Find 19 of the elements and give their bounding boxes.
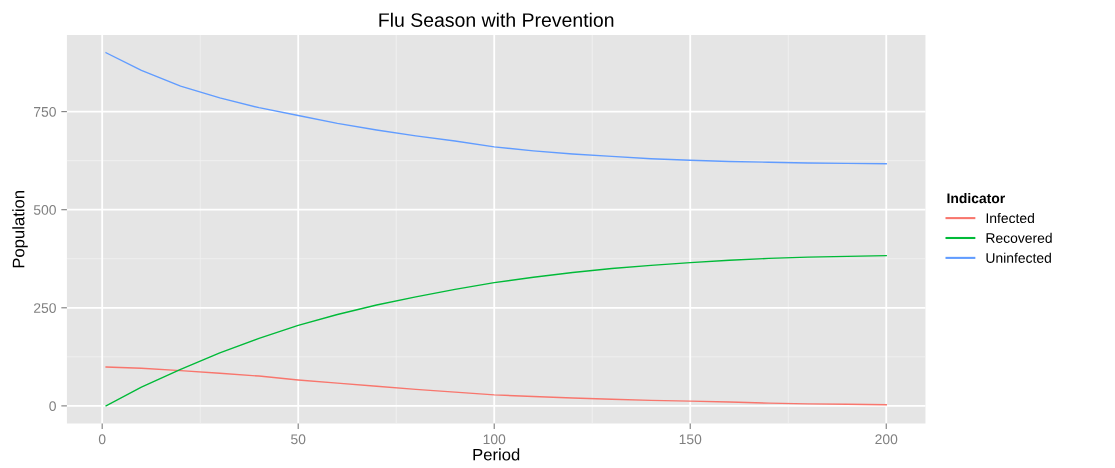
line-series <box>105 366 887 406</box>
x-axis-title: Period <box>473 448 520 461</box>
x-tick-label: 0 <box>98 434 106 445</box>
y-tick-label: 750 <box>34 106 56 117</box>
line-series <box>105 52 887 165</box>
y-tick-label: 0 <box>49 401 56 412</box>
y-axis-title: Population <box>12 191 28 268</box>
x-tick-label: 100 <box>483 434 506 445</box>
x-tick-label: 150 <box>679 434 702 445</box>
y-tick-label: 250 <box>34 303 56 313</box>
x-tick-label: 200 <box>875 434 898 445</box>
line-series <box>105 254 887 407</box>
chart-title: Flu Season with Prevention <box>379 12 614 27</box>
legend-label: Recovered <box>986 232 1052 243</box>
legend-label: Uninfected <box>986 252 1051 263</box>
y-tick-label: 500 <box>33 205 56 215</box>
legend-label: Infected <box>986 212 1034 224</box>
x-tick-label: 50 <box>291 434 306 445</box>
legend-title: Indicator <box>947 193 1005 204</box>
